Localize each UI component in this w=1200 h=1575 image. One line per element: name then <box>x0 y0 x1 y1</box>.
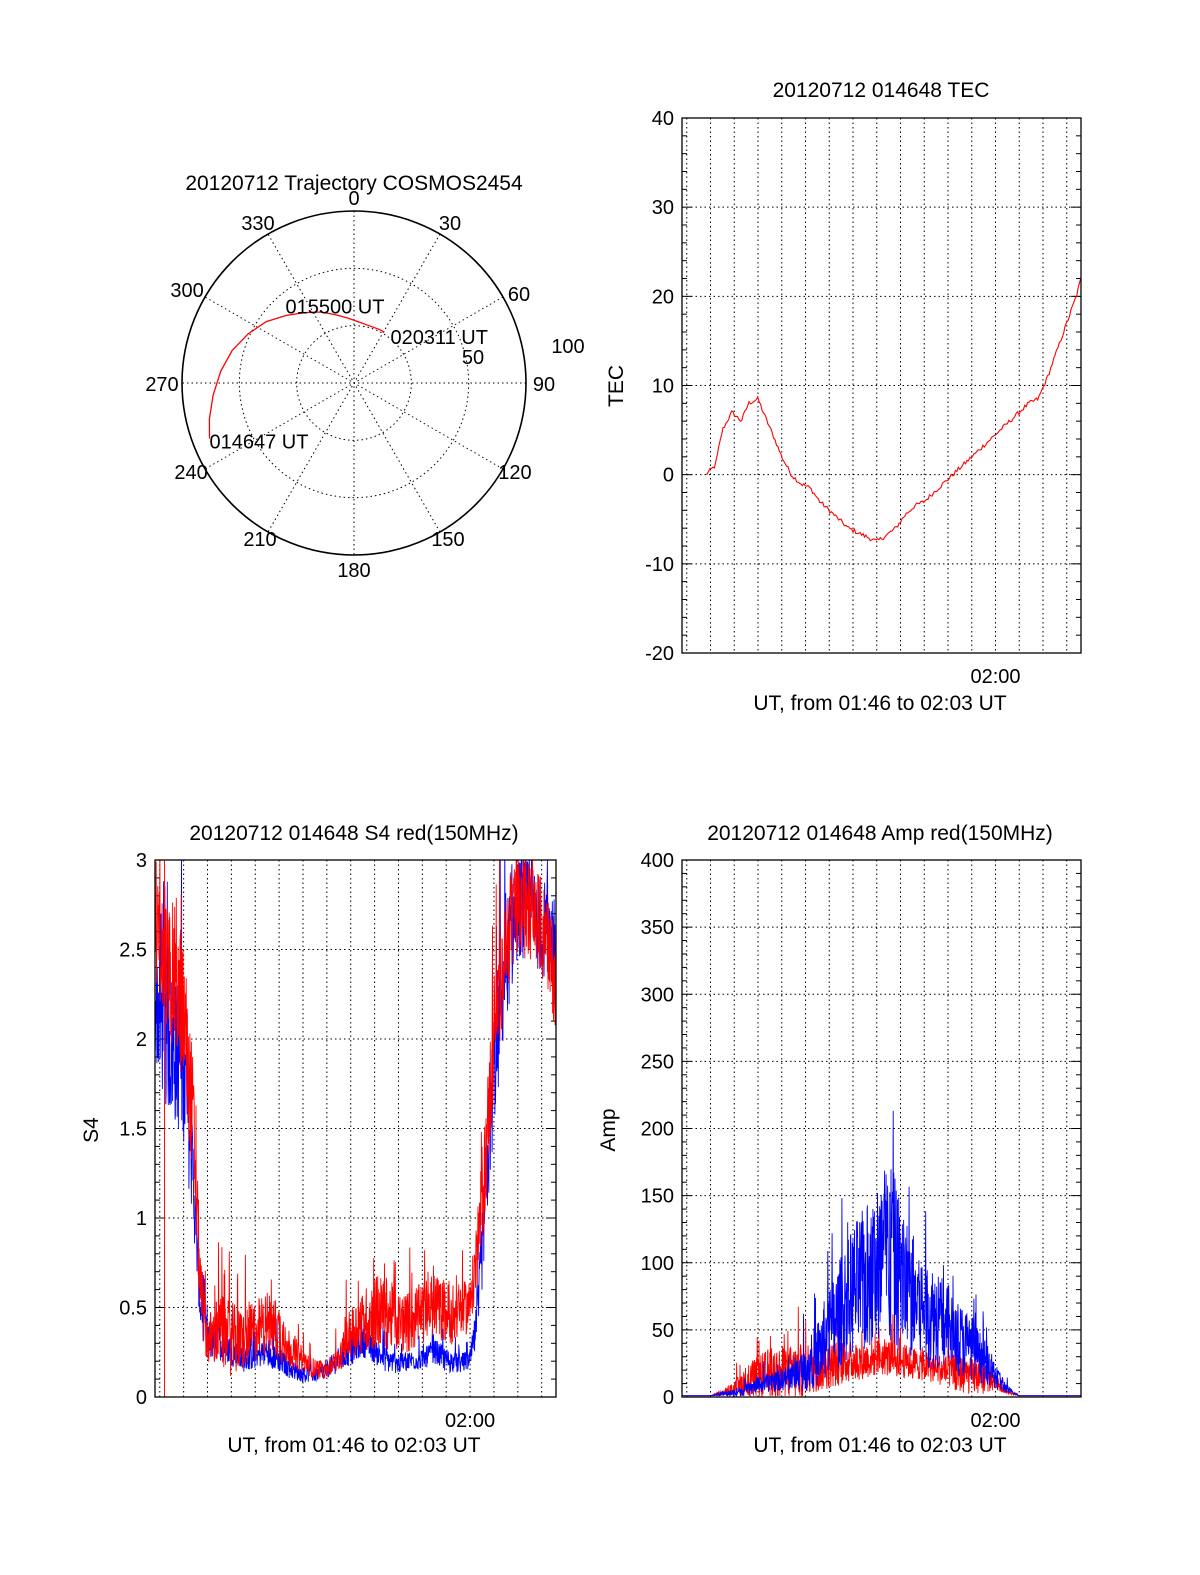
y-tick-label: 1.5 <box>119 1119 147 1141</box>
polar-angle-label: 90 <box>533 374 555 396</box>
amp-plot-body: 0 50 100 150 200 250 300 350 400 02:00 <box>641 850 1082 1432</box>
polar-angle-label: 240 <box>174 462 207 484</box>
polar-trajectory-plot: 20120712 Trajectory COSMOS2454 0 30 60 90 12… <box>145 172 584 582</box>
y-tick-label: 20 <box>652 286 674 308</box>
y-tick-label: 2 <box>136 1029 147 1051</box>
y-tick-label: 40 <box>652 108 674 130</box>
polar-angle-label: 120 <box>498 462 531 484</box>
polar-time-annotation: 015500 UT <box>285 297 384 319</box>
polar-angle-label: 300 <box>170 280 203 302</box>
plot-frame <box>681 859 1082 1398</box>
polar-track-line <box>208 311 385 439</box>
polar-grid <box>181 210 527 556</box>
polar-angle-label: 330 <box>241 213 274 235</box>
y-tick-label: 350 <box>641 917 674 939</box>
series-line-red <box>682 1298 1081 1397</box>
y-tick-label: 150 <box>641 1186 674 1208</box>
amp-xlabel: UT, from 01:46 to 02:03 UT <box>753 1434 1006 1457</box>
series-line-red <box>705 277 1081 542</box>
x-tick-label: 02:00 <box>970 666 1020 688</box>
polar-angle-label: 270 <box>145 374 178 396</box>
y-tick-label: 250 <box>641 1051 674 1073</box>
polar-angle-label: 0 <box>348 188 359 210</box>
y-tick-label: 3 <box>136 850 147 872</box>
polar-ring-inner <box>296 325 412 441</box>
polar-time-annotation: 020311 UT <box>391 327 488 349</box>
plot-area <box>682 1110 1081 1397</box>
tec-plot-body: -20 -10 0 10 20 30 40 02:00 <box>645 108 1082 688</box>
plot-area <box>705 277 1081 542</box>
polar-title: 20120712 Trajectory COSMOS2454 <box>185 172 523 195</box>
y-tick-label: -10 <box>645 554 674 576</box>
y-tick-label: 400 <box>641 850 674 872</box>
tec-xlabel: UT, from 01:46 to 02:03 UT <box>753 692 1006 715</box>
polar-ring-label: 100 <box>551 336 584 358</box>
y-tick-label: 50 <box>652 1320 674 1342</box>
y-tick-label: 1 <box>136 1208 147 1230</box>
y-tick-label: 10 <box>652 376 674 398</box>
polar-angle-label: 30 <box>439 213 461 235</box>
tec-plot: 20120712 014648 TEC TEC UT, from 01:46 t… <box>605 79 1082 715</box>
s4-xlabel: UT, from 01:46 to 02:03 UT <box>227 1434 480 1457</box>
tec-ylabel: TEC <box>605 365 628 407</box>
s4-plot-body: 0 0.5 1 1.5 2 2.5 3 02:00 <box>119 850 557 1432</box>
polar-time-annotation: 014647 UT <box>209 431 308 453</box>
polar-angle-label: 210 <box>243 529 276 551</box>
y-tick-label: -20 <box>645 643 674 665</box>
y-tick-label: 30 <box>652 197 674 219</box>
amp-title: 20120712 014648 Amp red(150MHz) <box>707 822 1053 845</box>
amp-plot: 20120712 014648 Amp red(150MHz) Amp UT, … <box>597 822 1082 1457</box>
s4-ylabel: S4 <box>80 1117 103 1143</box>
plot-frame <box>681 117 1082 654</box>
amp-ylabel: Amp <box>597 1108 620 1151</box>
x-tick-label: 02:00 <box>970 1410 1020 1432</box>
y-tick-label: 0 <box>663 465 674 487</box>
s4-title: 20120712 014648 S4 red(150MHz) <box>189 822 518 845</box>
s4-plot: 20120712 014648 S4 red(150MHz) S4 UT, fr… <box>80 822 557 1457</box>
y-tick-label: 0 <box>136 1387 147 1409</box>
tec-title: 20120712 014648 TEC <box>773 79 990 102</box>
y-tick-label: 0.5 <box>119 1298 147 1320</box>
y-tick-label: 300 <box>641 984 674 1006</box>
series-line-blue <box>682 1110 1081 1397</box>
y-tick-label: 2.5 <box>119 940 147 962</box>
polar-angle-label: 180 <box>337 560 370 582</box>
plot-area <box>155 860 556 1397</box>
y-tick-label: 200 <box>641 1119 674 1141</box>
polar-spoke <box>267 233 441 533</box>
polar-labels: 0 30 60 90 120 150 180 210 240 270 300 330 50 100 <box>145 188 584 582</box>
polar-track: 020311 UT 015500 UT 014647 UT <box>208 297 488 453</box>
polar-ring-label: 50 <box>462 347 484 369</box>
plot-frame <box>154 859 557 1398</box>
y-tick-label: 100 <box>641 1253 674 1275</box>
y-tick-label: 0 <box>663 1387 674 1409</box>
series-line-red <box>155 860 556 1380</box>
polar-angle-label: 150 <box>431 529 464 551</box>
polar-angle-label: 60 <box>508 284 530 306</box>
x-tick-label: 02:00 <box>445 1410 495 1432</box>
